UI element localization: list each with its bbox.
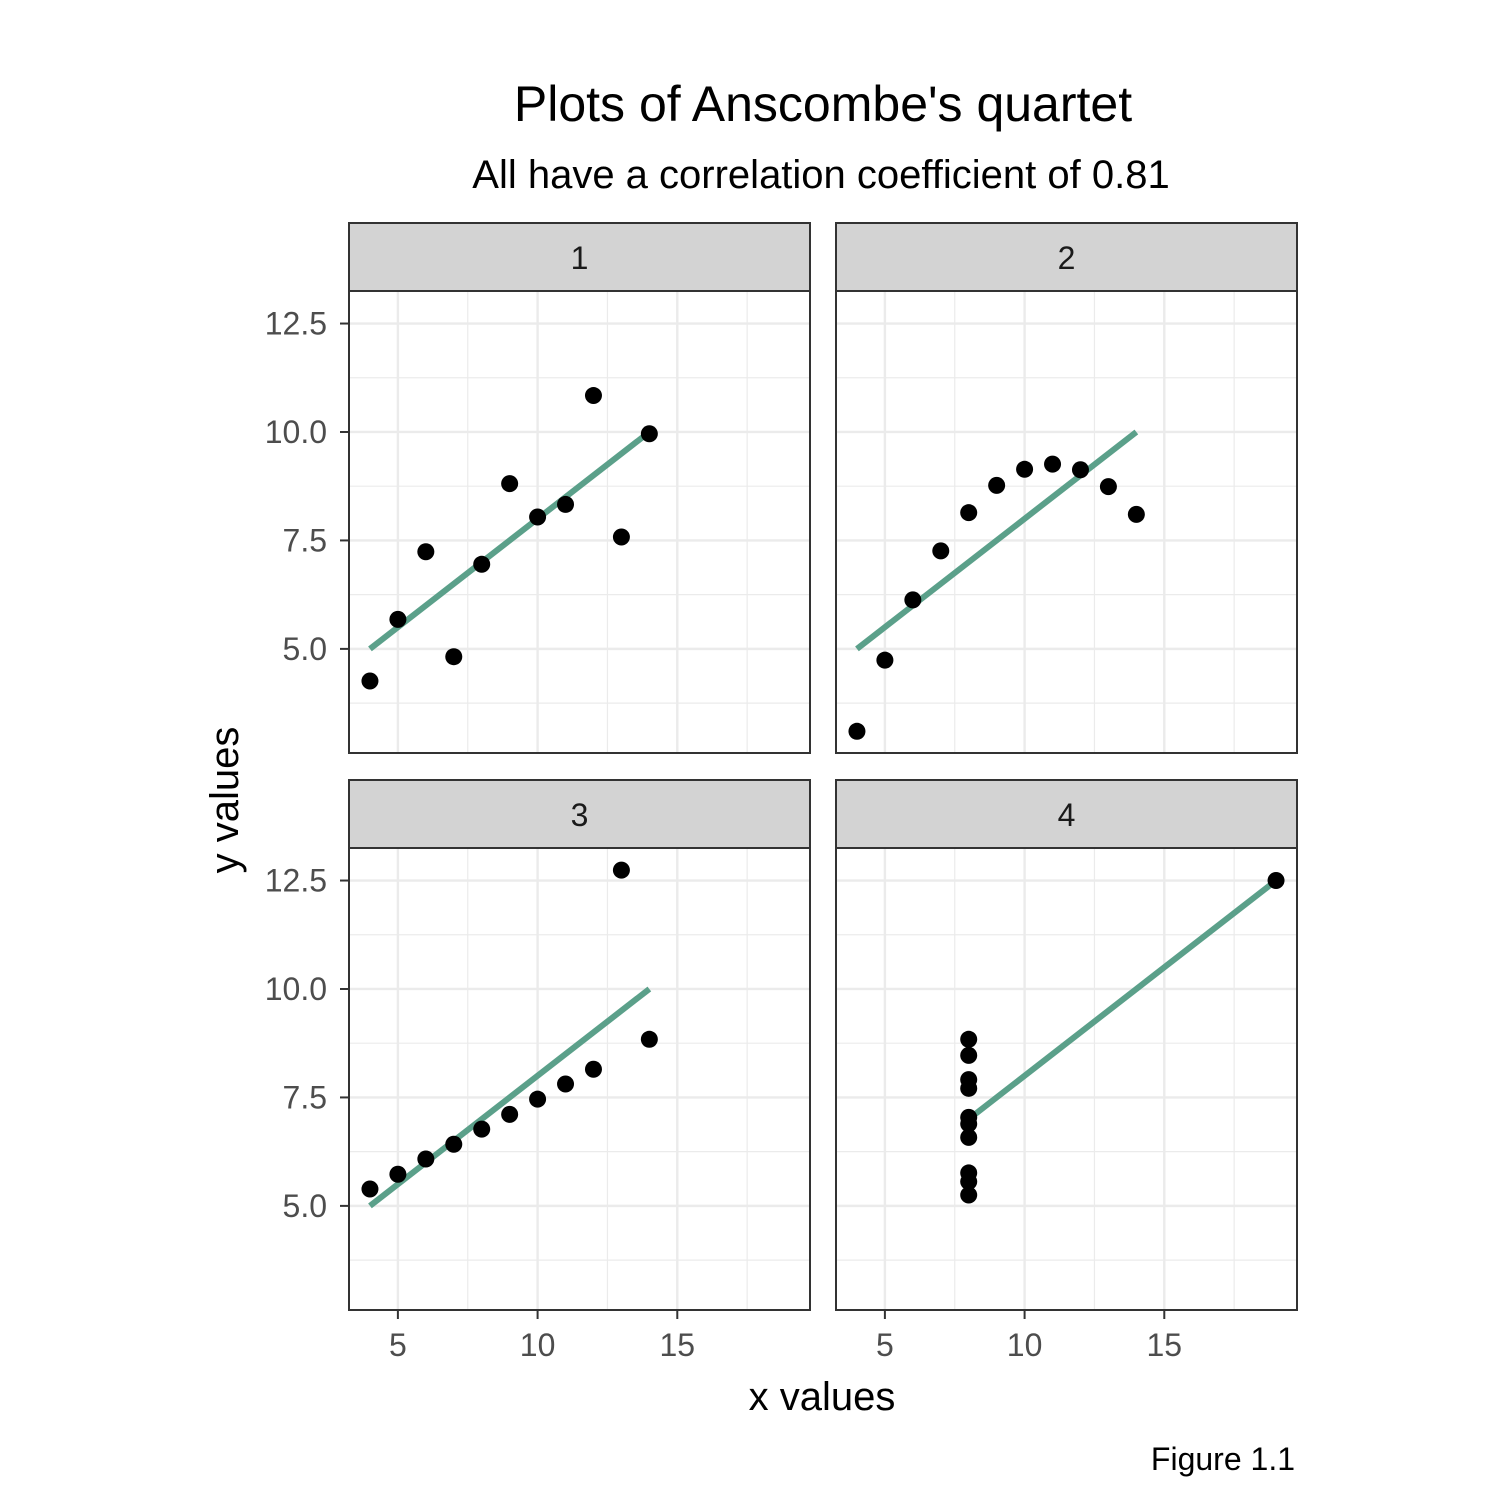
data-point (417, 1150, 435, 1168)
data-point (1016, 460, 1034, 478)
regression-line (368, 429, 652, 652)
data-point (960, 1173, 978, 1191)
y-tick-label: 5.0 (283, 631, 327, 667)
y-axis-title: y values (203, 727, 247, 874)
panel-3: 3 5.0 7.5 10.0 12.5 5 10 15 (265, 779, 811, 1363)
data-point (584, 1060, 602, 1078)
strip-background (835, 779, 1298, 849)
regression-line (966, 878, 1278, 1122)
data-point (445, 648, 463, 666)
panel-4: 4 5 10 15 (835, 779, 1298, 1363)
figure-caption: Figure 1.1 (1151, 1441, 1295, 1477)
data-point (960, 1186, 978, 1204)
panel-border (348, 290, 811, 754)
data-point (876, 651, 894, 669)
data-point (960, 1046, 978, 1064)
y-tick-label: 5.0 (283, 1188, 327, 1224)
data-point (848, 722, 866, 740)
data-point (445, 1135, 463, 1153)
regression-line (855, 429, 1139, 652)
regression-line (368, 986, 652, 1209)
x-tick-label: 5 (876, 1327, 894, 1363)
data-point (361, 1180, 379, 1198)
y-tick-label: 10.0 (265, 414, 327, 450)
panel-border (835, 847, 1298, 1311)
plot-background (836, 291, 1297, 753)
data-point (501, 1105, 519, 1123)
strip-label: 4 (1058, 797, 1076, 833)
data-point (1071, 461, 1089, 479)
data-point (529, 1090, 547, 1108)
y-tick-label: 7.5 (283, 522, 327, 558)
chart-subtitle: All have a correlation coefficient of 0.… (472, 153, 1169, 197)
data-point (988, 476, 1006, 494)
data-point (1267, 872, 1285, 890)
panel-border (348, 847, 811, 1311)
strip-label: 2 (1058, 240, 1076, 276)
data-point (640, 425, 658, 443)
data-point (473, 1120, 491, 1138)
data-point (473, 555, 491, 573)
data-point (389, 1165, 407, 1183)
data-point (612, 528, 630, 546)
x-tick-label: 10 (1007, 1327, 1043, 1363)
data-point (960, 1115, 978, 1133)
data-point (584, 387, 602, 405)
strip-background (348, 222, 811, 292)
y-tick-label: 12.5 (265, 306, 327, 342)
y-tick-label: 7.5 (283, 1079, 327, 1115)
data-point (361, 672, 379, 690)
strip-background (348, 779, 811, 849)
plot-background (349, 848, 810, 1310)
data-point (960, 1128, 978, 1146)
data-point (960, 1071, 978, 1089)
plot-background (349, 291, 810, 753)
data-point (557, 495, 575, 513)
chart-title: Plots of Anscombe's quartet (514, 76, 1132, 132)
data-point (389, 610, 407, 628)
x-axis-title: x values (749, 1375, 896, 1419)
data-point (960, 1030, 978, 1048)
data-point (557, 1075, 575, 1093)
strip-label: 3 (571, 797, 589, 833)
data-point (1099, 478, 1117, 496)
panel-1: 1 5.0 7.5 10.0 12.5 (265, 222, 811, 754)
data-point (612, 861, 630, 879)
data-point (960, 504, 978, 522)
y-tick-label: 10.0 (265, 971, 327, 1007)
data-point (529, 508, 547, 526)
data-point (501, 475, 519, 493)
x-tick-label: 15 (659, 1327, 695, 1363)
x-tick-label: 5 (389, 1327, 407, 1363)
facet-panels: 1 5.0 7.5 10.0 12.5 2 3 5.0 7.5 10.0 12.5 5 10 15 4 5 10… (265, 222, 1298, 1363)
data-point (417, 543, 435, 561)
x-tick-label: 10 (520, 1327, 556, 1363)
strip-label: 1 (571, 240, 589, 276)
data-point (1127, 505, 1145, 523)
data-point (932, 542, 950, 560)
data-point (904, 591, 922, 609)
data-point (640, 1030, 658, 1048)
y-tick-label: 12.5 (265, 863, 327, 899)
panel-2: 2 (835, 222, 1298, 754)
x-tick-label: 15 (1146, 1327, 1182, 1363)
data-point (1044, 455, 1062, 473)
panel-border (835, 290, 1298, 754)
